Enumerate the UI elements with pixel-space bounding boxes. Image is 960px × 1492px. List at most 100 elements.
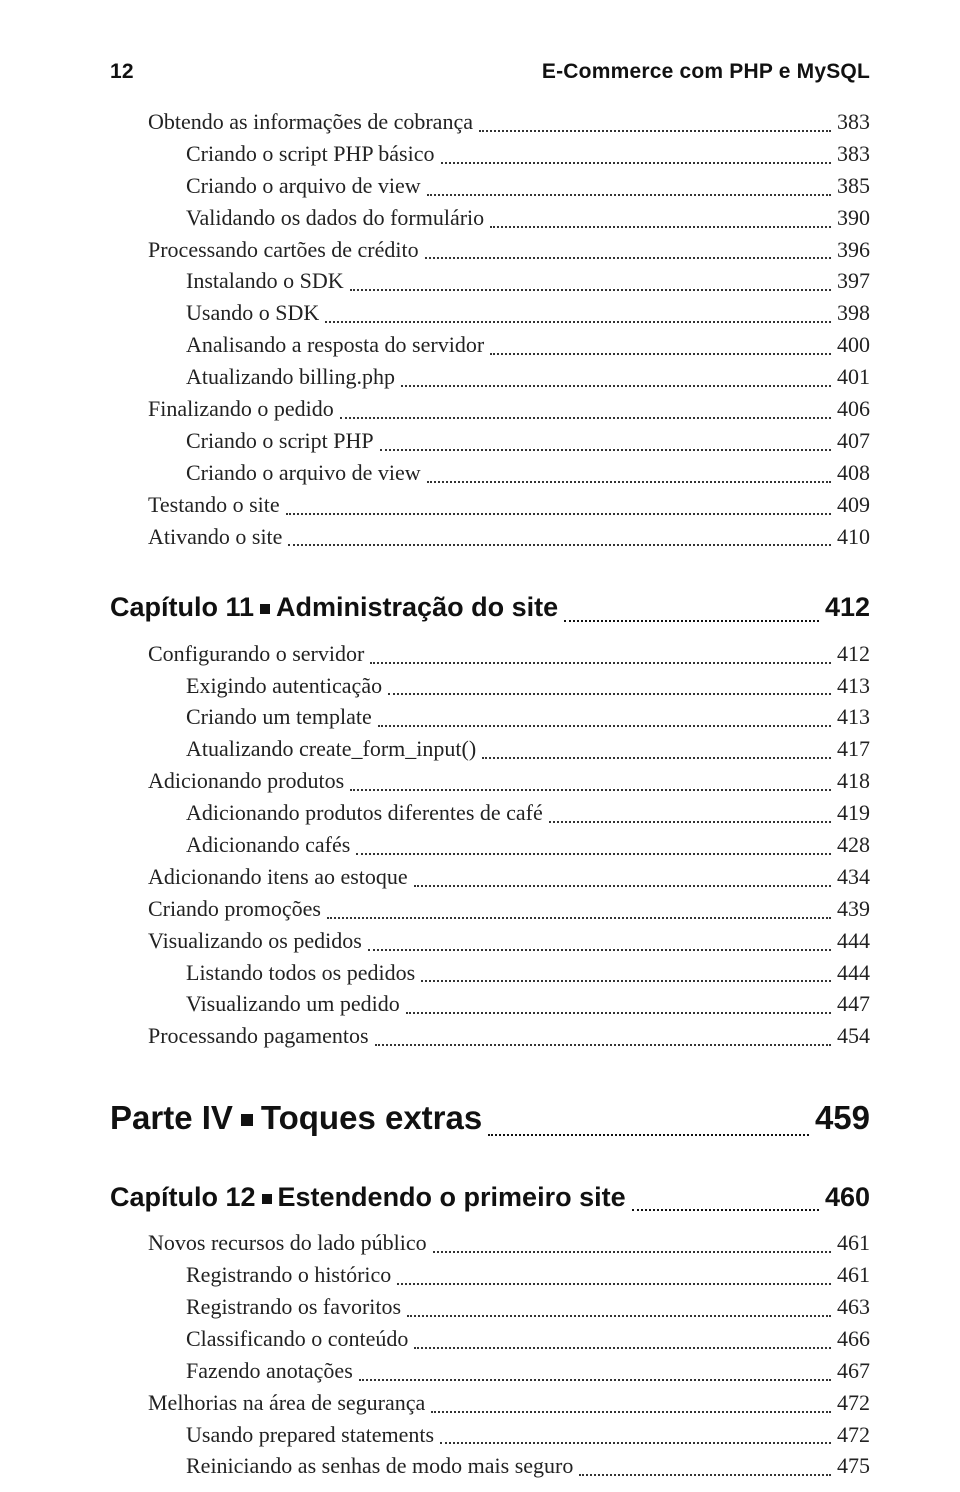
toc-label: Criando um template <box>186 701 372 733</box>
leader-dots <box>397 1282 831 1285</box>
toc-label: Criando o arquivo de view <box>186 457 421 489</box>
toc-entry: Atualizando billing.php401 <box>110 361 870 393</box>
leader-dots <box>406 1011 831 1014</box>
toc-page-number: 396 <box>837 234 870 266</box>
toc-page-number: 383 <box>837 106 870 138</box>
leader-dots <box>427 193 831 196</box>
toc-entry: Adicionando produtos418 <box>110 765 870 797</box>
leader-dots <box>425 256 831 259</box>
leader-dots <box>368 948 831 951</box>
toc-page-number: 461 <box>837 1227 870 1259</box>
toc-label: Melhorias na área de segurança <box>148 1387 425 1419</box>
leader-dots <box>286 512 831 515</box>
leader-dots <box>370 661 831 664</box>
leader-dots <box>327 916 831 919</box>
toc-page-number: 459 <box>815 1094 870 1142</box>
leader-dots <box>388 692 831 695</box>
toc-entry: Instalando o SDK397 <box>110 265 870 297</box>
toc-label: Atualizando create_form_input() <box>186 733 476 765</box>
toc-entry: Processando pagamentos454 <box>110 1020 870 1052</box>
toc-entry: Processando cartões de crédito396 <box>110 234 870 266</box>
toc-page-number: 467 <box>837 1355 870 1387</box>
running-head: 12 E-Commerce com PHP e MySQL <box>110 60 870 84</box>
toc-label: Adicionando produtos <box>148 765 344 797</box>
toc-entry: Usando prepared statements472 <box>110 1419 870 1451</box>
toc-entry: Usando o SDK398 <box>110 297 870 329</box>
toc-label: Configurando o servidor <box>148 638 364 670</box>
leader-dots <box>488 1133 809 1136</box>
toc-entry: Adicionando cafés428 <box>110 829 870 861</box>
heading-title: Administração do site <box>276 592 558 622</box>
heading chapter-line: Capítulo 11 Administração do site 412 <box>110 588 870 627</box>
toc-entry: Validando os dados do formulário390 <box>110 202 870 234</box>
leader-dots <box>433 1250 831 1253</box>
toc-page-number: 410 <box>837 521 870 553</box>
toc-entry: Finalizando o pedido406 <box>110 393 870 425</box>
heading chapter-label: Capítulo 11 Administração do site <box>110 588 558 627</box>
toc-page-number: 407 <box>837 425 870 457</box>
heading-title: Toques extras <box>261 1099 482 1136</box>
leader-dots <box>350 788 831 791</box>
toc-entry: Obtendo as informações de cobrança 383 <box>110 106 870 138</box>
toc-label: Instalando o SDK <box>186 265 344 297</box>
toc-label: Atualizando billing.php <box>186 361 395 393</box>
toc-label: Exigindo autenticação <box>186 670 382 702</box>
heading-prefix: Capítulo 11 <box>110 592 254 622</box>
toc-page-number: 385 <box>837 170 870 202</box>
toc-label: Usando o SDK <box>186 297 319 329</box>
toc-page-number: 475 <box>837 1450 870 1482</box>
leader-dots <box>479 129 831 132</box>
toc-block: Configurando o servidor412Exigindo auten… <box>110 638 870 1053</box>
leader-dots <box>441 161 832 164</box>
toc-label: Novos recursos do lado público <box>148 1227 427 1259</box>
leader-dots <box>407 1314 831 1317</box>
leader-dots <box>632 1208 819 1211</box>
heading chapter-line: Capítulo 12Estendendo o primeiro site460 <box>110 1178 870 1217</box>
toc-label: Testando o site <box>148 489 280 521</box>
toc-label: Criando o script PHP básico <box>186 138 435 170</box>
leader-dots <box>378 724 831 727</box>
toc-label: Obtendo as informações de cobrança <box>148 106 473 138</box>
toc-page-number: 383 <box>837 138 870 170</box>
toc-page-number: 413 <box>837 701 870 733</box>
leader-dots <box>350 288 831 291</box>
leader-dots <box>288 543 831 546</box>
toc-label: Fazendo anotações <box>186 1355 353 1387</box>
heading part-label: Parte IVToques extras <box>110 1094 482 1142</box>
toc-label: Visualizando um pedido <box>186 988 400 1020</box>
toc-entry: Criando promoções439 <box>110 893 870 925</box>
leader-dots <box>359 1378 831 1381</box>
toc-block: Novos recursos do lado público461Registr… <box>110 1227 870 1482</box>
toc-entry: Registrando o histórico461 <box>110 1259 870 1291</box>
toc-page-number: 434 <box>837 861 870 893</box>
square-icon <box>260 604 270 614</box>
toc-page-number: 460 <box>825 1178 870 1217</box>
toc-entry: Analisando a resposta do servidor400 <box>110 329 870 361</box>
heading-prefix: Capítulo 12 <box>110 1182 256 1212</box>
toc-label: Ativando o site <box>148 521 282 553</box>
toc-page-number: 419 <box>837 797 870 829</box>
toc-entry: Visualizando os pedidos444 <box>110 925 870 957</box>
leader-dots <box>490 352 831 355</box>
toc-page-number: 408 <box>837 457 870 489</box>
toc-entry: Registrando os favoritos463 <box>110 1291 870 1323</box>
toc-page-number: 472 <box>837 1419 870 1451</box>
toc-entry: Exigindo autenticação413 <box>110 670 870 702</box>
leader-dots <box>414 884 831 887</box>
toc-label: Criando o script PHP <box>186 425 374 457</box>
leader-dots <box>414 1346 831 1349</box>
toc-page-number: 412 <box>825 588 870 627</box>
page-number: 12 <box>110 60 134 84</box>
toc-page-number: 454 <box>837 1020 870 1052</box>
leader-dots <box>401 384 831 387</box>
toc-entry: Visualizando um pedido447 <box>110 988 870 1020</box>
toc-page-number: 412 <box>837 638 870 670</box>
leader-dots <box>427 480 831 483</box>
book-title: E-Commerce com PHP e MySQL <box>542 60 870 84</box>
toc-label: Registrando o histórico <box>186 1259 391 1291</box>
toc-label: Classificando o conteúdo <box>186 1323 408 1355</box>
toc-page-number: 472 <box>837 1387 870 1419</box>
toc-label: Visualizando os pedidos <box>148 925 362 957</box>
toc-entry: Adicionando itens ao estoque434 <box>110 861 870 893</box>
toc-entry: Listando todos os pedidos444 <box>110 957 870 989</box>
